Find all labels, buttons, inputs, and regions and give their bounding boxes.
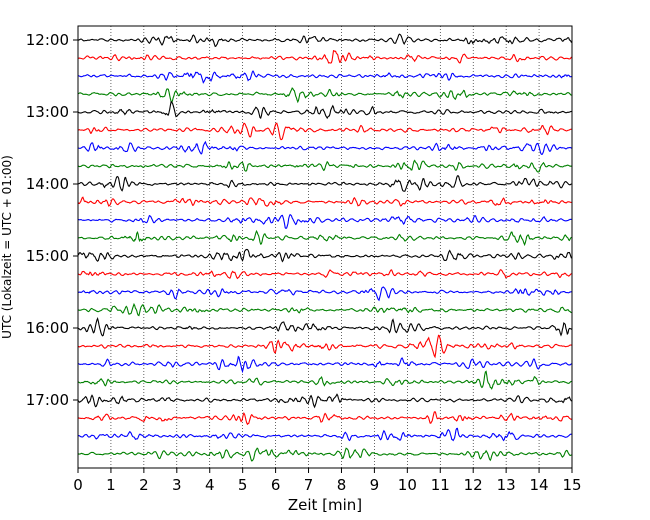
trace-7 — [77, 140, 572, 156]
y-tick-label: 17:00 — [26, 391, 69, 409]
trace-4 — [77, 87, 572, 104]
trace-20 — [77, 370, 572, 390]
x-tick-label: 1 — [106, 476, 116, 494]
trace-15 — [77, 286, 572, 302]
x-tick-label: 5 — [238, 476, 248, 494]
x-tick-label: 15 — [562, 476, 581, 494]
trace-10 — [77, 196, 572, 207]
x-tick-label: 2 — [139, 476, 149, 494]
x-tick-label: 8 — [337, 476, 347, 494]
trace-12 — [77, 229, 572, 247]
trace-1 — [77, 33, 572, 48]
trace-8 — [77, 159, 572, 173]
y-tick-label: 12:00 — [26, 31, 69, 49]
trace-19 — [77, 355, 572, 374]
trace-23 — [77, 427, 572, 442]
x-tick-label: 0 — [73, 476, 83, 494]
y-tick-label: 16:00 — [26, 319, 69, 337]
trace-22 — [77, 411, 572, 426]
trace-9 — [77, 175, 572, 192]
trace-16 — [77, 302, 572, 317]
x-tick-label: 6 — [271, 476, 281, 494]
trace-18 — [77, 334, 572, 359]
x-tick-label: 10 — [398, 476, 417, 494]
trace-3 — [77, 70, 572, 84]
x-tick-label: 11 — [431, 476, 450, 494]
trace-2 — [77, 50, 572, 64]
trace-14 — [77, 268, 572, 280]
y-tick-label: 15:00 — [26, 247, 69, 265]
trace-11 — [77, 213, 572, 230]
trace-6 — [77, 122, 572, 141]
y-tick-label: 14:00 — [26, 175, 69, 193]
x-tick-label: 12 — [464, 476, 483, 494]
x-tick-label: 7 — [304, 476, 314, 494]
x-tick-label: 3 — [172, 476, 182, 494]
x-tick-label: 14 — [530, 476, 549, 494]
x-tick-label: 4 — [205, 476, 215, 494]
trace-17 — [77, 316, 572, 337]
x-axis-ticks: 0 1 2 3 4 5 6 7 8 9 10 11 12 13 14 15 — [73, 468, 582, 494]
trace-21 — [77, 393, 572, 409]
x-axis-label: Zeit [min] — [288, 496, 362, 514]
y-axis-ticks: 12:00 13:00 14:00 15:00 16:00 17:00 — [26, 31, 78, 409]
y-tick-label: 13:00 — [26, 103, 69, 121]
x-tick-label: 13 — [497, 476, 516, 494]
trace-13 — [77, 248, 573, 263]
plot-frame — [77, 25, 573, 469]
trace-group — [77, 33, 573, 462]
trace-5 — [77, 101, 572, 120]
y-axis-label: UTC (Lokalzeit = UTC + 01:00) — [0, 155, 14, 339]
x-tick-label: 9 — [370, 476, 380, 494]
trace-24 — [77, 447, 572, 462]
plot-background — [78, 26, 572, 468]
